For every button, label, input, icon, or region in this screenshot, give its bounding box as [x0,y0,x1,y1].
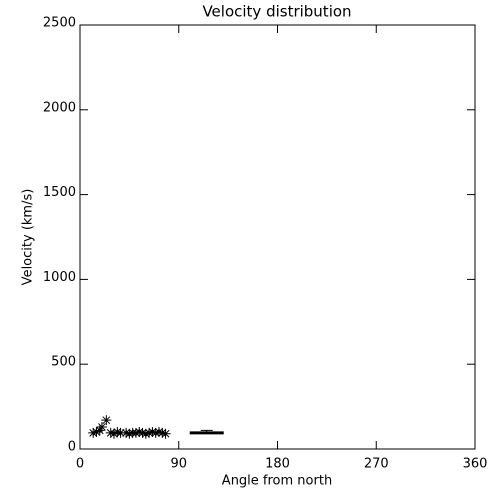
asterisk-point [147,427,158,438]
asterisk-point [140,428,151,439]
x-tick-label: 270 [364,457,389,472]
y-axis-label: Velocity (km/s) [21,189,36,286]
error-bar [200,429,213,433]
asterisk-point [157,427,168,438]
asterisk-point [94,425,105,436]
x-axis-label: Angle from north [222,474,332,489]
asterisk-point [160,428,171,439]
chart-title: Velocity distribution [202,3,351,21]
asterisk-point [88,427,99,438]
x-tick-label: 0 [76,457,84,472]
asterisk-point [91,427,102,438]
x-tick-label: 90 [170,457,187,472]
asterisk-point [150,427,161,438]
asterisk-point [144,427,155,438]
asterisk-point [109,428,120,439]
x-tick-label: 360 [463,457,488,472]
asterisk-point [137,427,148,438]
asterisk-point [121,427,132,438]
x-tick-label: 180 [265,457,290,472]
asterisk-point [96,421,107,432]
y-tick-label: 2500 [43,16,76,31]
asterisk-point [101,415,112,426]
asterisk-point [112,427,123,438]
asterisk-point [130,427,141,438]
y-tick-label: 500 [51,355,76,370]
plot-frame [79,24,476,450]
asterisk-point [124,428,135,439]
y-tick-label: 2000 [43,100,76,115]
asterisk-point [154,427,164,438]
asterisk-point [134,427,145,438]
y-tick-label: 1500 [43,185,76,200]
y-tick-label: 1000 [43,270,76,285]
asterisk-point [115,427,126,438]
y-tick-label: 0 [68,440,76,455]
asterisk-point [105,427,116,438]
